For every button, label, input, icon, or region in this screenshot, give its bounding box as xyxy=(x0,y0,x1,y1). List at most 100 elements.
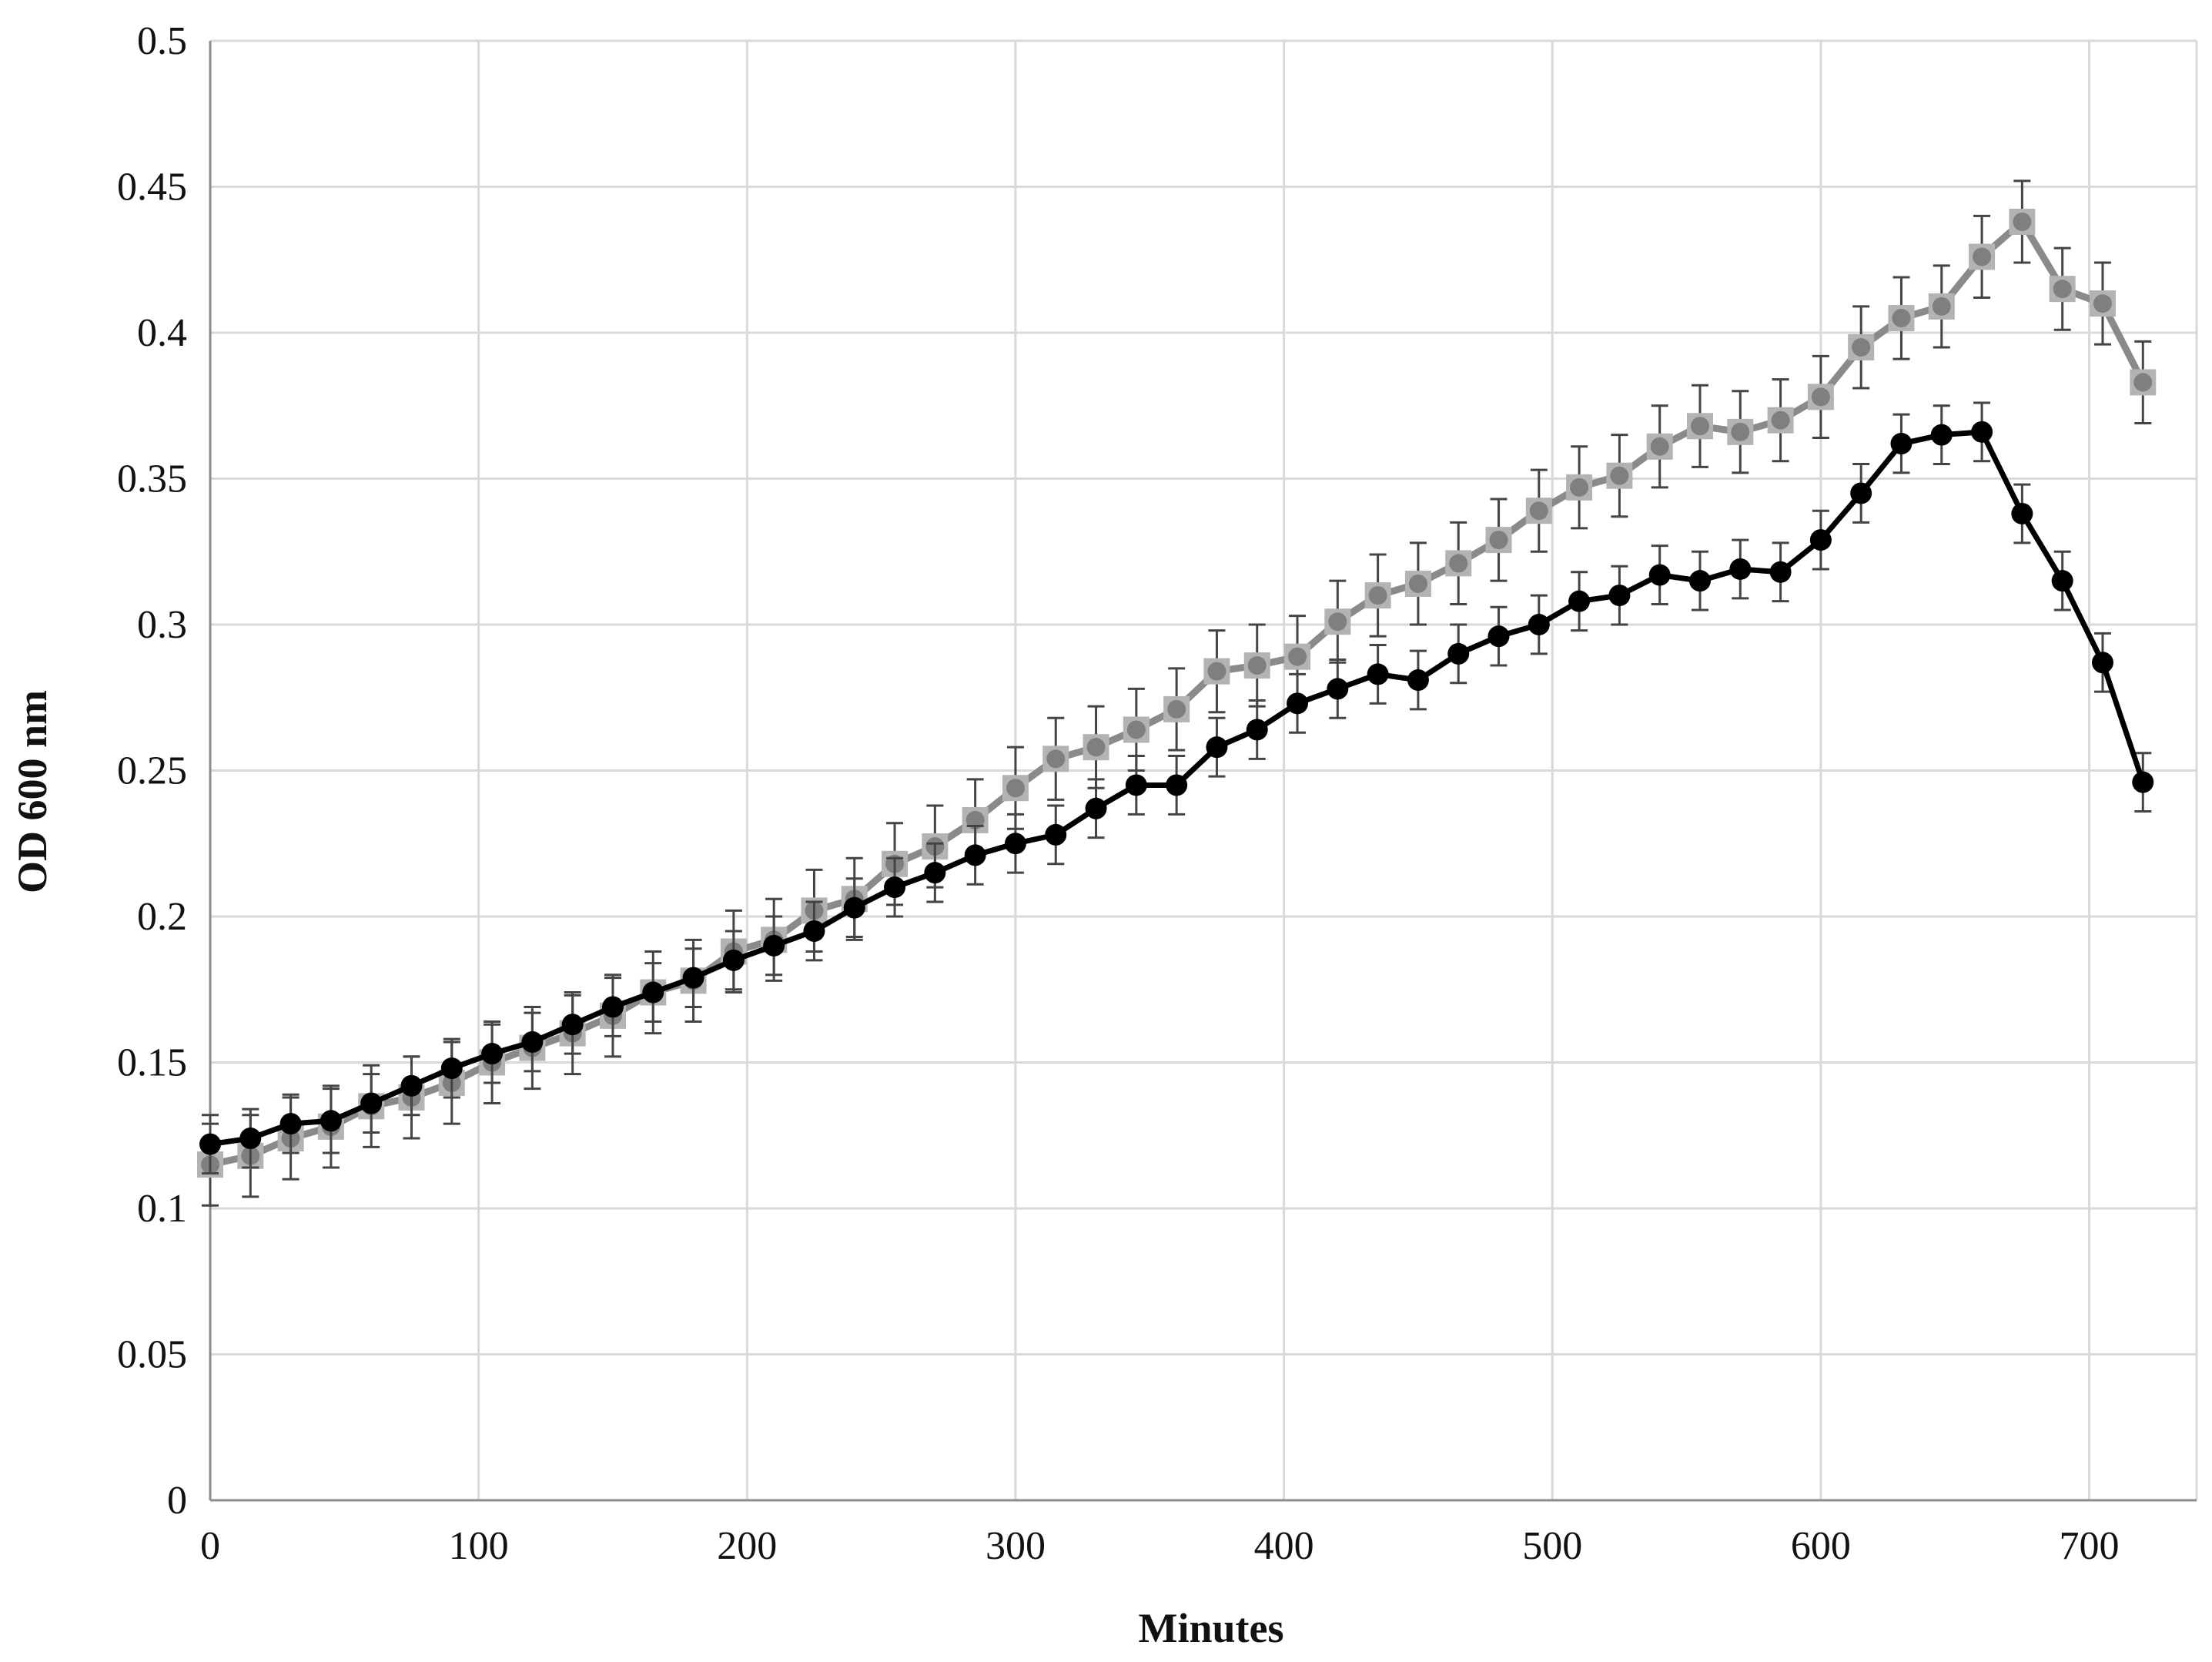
data-point xyxy=(1085,797,1107,819)
data-point xyxy=(1487,625,1510,648)
data-point xyxy=(1525,498,1552,524)
data-point-dot xyxy=(1126,720,1146,739)
data-point-dot xyxy=(1973,247,1992,266)
x-tick-labels: 0 100 200 300 400 500 600 700 xyxy=(200,1524,2120,1568)
data-point xyxy=(1566,474,1593,501)
data-point xyxy=(1767,407,1794,434)
y-tick-label: 0.05 xyxy=(117,1333,187,1377)
data-point xyxy=(1848,333,1875,360)
data-point-dot xyxy=(1691,417,1709,436)
data-point-dot xyxy=(1811,387,1830,407)
data-point-dot xyxy=(2133,373,2153,392)
series-layer xyxy=(197,179,2157,1207)
x-axis-label: Minutes xyxy=(1139,1605,1284,1651)
data-point xyxy=(1606,462,1633,489)
data-point xyxy=(1928,293,1955,320)
data-point xyxy=(1930,424,1953,446)
data-point xyxy=(1648,564,1671,586)
x-tick-label: 100 xyxy=(449,1524,509,1568)
data-point xyxy=(1809,529,1832,551)
data-point-dot xyxy=(1529,501,1548,521)
data-point xyxy=(1243,652,1270,679)
data-point-dot xyxy=(2093,294,2112,313)
data-point-dot xyxy=(2053,280,2072,299)
data-point xyxy=(2132,771,2154,793)
data-point xyxy=(1284,643,1311,670)
data-point xyxy=(1769,561,1792,583)
data-point xyxy=(521,1030,544,1053)
data-point xyxy=(1407,669,1429,692)
data-point xyxy=(1969,243,1996,270)
data-point xyxy=(1206,736,1228,759)
data-point xyxy=(1203,658,1230,685)
data-point xyxy=(360,1092,383,1114)
data-point xyxy=(1687,413,1713,440)
x-tick-label: 300 xyxy=(986,1524,1046,1568)
x-tick-label: 600 xyxy=(1791,1524,1851,1568)
data-point xyxy=(1485,527,1512,554)
data-point xyxy=(1163,695,1190,722)
y-tick-label: 0.5 xyxy=(137,19,187,63)
data-point xyxy=(2011,502,2033,524)
y-tick-label: 0.4 xyxy=(137,311,187,355)
data-point xyxy=(1890,433,1912,455)
data-point-dot xyxy=(1892,309,1911,328)
data-point xyxy=(1568,590,1591,612)
data-point xyxy=(1002,775,1029,802)
data-point xyxy=(1608,585,1631,607)
series-2 xyxy=(199,401,2154,1175)
data-point-dot xyxy=(1852,337,1871,357)
data-point xyxy=(1045,823,1067,846)
data-point xyxy=(199,1133,221,1155)
data-point xyxy=(1287,692,1309,715)
data-point xyxy=(1042,746,1069,772)
y-tick-labels: 0 0.05 0.1 0.15 0.2 0.25 0.3 0.35 0.4 0.45 0.5 xyxy=(117,19,187,1523)
data-point xyxy=(2091,652,2113,674)
y-tick-label: 0.1 xyxy=(137,1187,187,1231)
data-point xyxy=(964,844,986,866)
data-point-dot xyxy=(1328,612,1347,632)
data-point xyxy=(1367,663,1389,685)
data-point xyxy=(561,1014,584,1036)
data-point xyxy=(1166,774,1188,796)
data-point xyxy=(481,1043,504,1065)
data-point xyxy=(722,949,745,971)
data-point xyxy=(1689,570,1711,592)
x-tick-label: 700 xyxy=(2060,1524,2120,1568)
data-point xyxy=(400,1074,423,1097)
data-point xyxy=(2051,570,2073,592)
data-point xyxy=(2049,276,2076,303)
data-point-dot xyxy=(1167,699,1186,719)
data-point xyxy=(1729,558,1752,580)
data-point-dot xyxy=(1932,297,1951,316)
data-point xyxy=(1083,734,1109,761)
data-point xyxy=(2130,369,2157,396)
data-point xyxy=(1727,418,1754,445)
grid-lines xyxy=(210,39,2198,1500)
data-point xyxy=(682,967,704,989)
data-point xyxy=(2089,290,2116,317)
data-point-dot xyxy=(1610,466,1629,485)
data-point xyxy=(1327,678,1349,700)
data-point-dot xyxy=(1288,647,1307,666)
data-point xyxy=(843,896,865,919)
data-point xyxy=(763,934,785,957)
data-point xyxy=(642,981,664,1004)
data-point-dot xyxy=(965,810,985,829)
data-point xyxy=(440,1057,463,1080)
data-point xyxy=(962,806,989,833)
data-point xyxy=(1888,305,1915,332)
y-tick-label: 0.2 xyxy=(137,895,187,939)
y-tick-label: 0.25 xyxy=(117,749,187,793)
data-point xyxy=(2009,208,2036,235)
data-point xyxy=(1123,716,1150,743)
data-point xyxy=(924,862,946,884)
data-point-dot xyxy=(1046,749,1066,769)
data-point xyxy=(1646,433,1673,460)
y-tick-label: 0.45 xyxy=(117,166,187,209)
data-point xyxy=(884,876,906,899)
data-point xyxy=(1004,833,1026,855)
data-point xyxy=(239,1128,262,1150)
y-axis-label: OD 600 nm xyxy=(9,690,55,893)
